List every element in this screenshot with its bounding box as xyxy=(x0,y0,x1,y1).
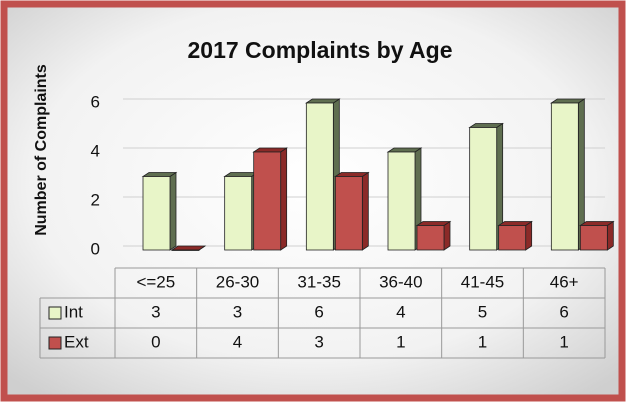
table-value: 6 xyxy=(314,302,323,321)
table-value: 3 xyxy=(233,302,242,321)
table-value: 5 xyxy=(478,302,487,321)
table-value: 4 xyxy=(396,302,405,321)
bar-top xyxy=(223,172,259,177)
bar-top xyxy=(468,123,504,128)
x-tick-label: 36-40 xyxy=(379,272,422,291)
bar xyxy=(224,176,253,251)
bar xyxy=(334,176,363,251)
table-value: 3 xyxy=(151,302,160,321)
bar xyxy=(416,225,445,251)
bar-top xyxy=(550,98,586,104)
bar xyxy=(469,127,498,251)
y-tick-label: 2 xyxy=(91,190,100,209)
bar-top xyxy=(252,147,288,153)
x-tick-label: 31-35 xyxy=(297,272,340,291)
bar xyxy=(579,225,608,251)
bar-side xyxy=(525,220,533,251)
bar xyxy=(550,102,579,251)
legend-swatch xyxy=(48,306,62,320)
bar-top xyxy=(305,98,341,104)
table-value: 3 xyxy=(314,332,323,351)
table-value: 1 xyxy=(559,332,568,351)
bar-top xyxy=(579,221,615,226)
chart-title: 2017 Complaints by Age xyxy=(187,37,452,63)
bar-top xyxy=(415,221,452,226)
bar-side xyxy=(361,171,369,251)
bar xyxy=(253,151,282,251)
table-value: 6 xyxy=(559,302,568,321)
y-tick-label: 0 xyxy=(91,239,100,258)
bar-top xyxy=(334,172,370,177)
y-tick-label: 4 xyxy=(91,141,100,160)
bar-side xyxy=(280,147,288,251)
bar-top xyxy=(141,172,178,177)
table-value: 1 xyxy=(396,332,405,351)
x-tick-label: 26-30 xyxy=(216,272,259,291)
bar-top xyxy=(386,147,423,153)
bar xyxy=(498,225,527,251)
y-axis-label: Number of Complaints xyxy=(33,64,50,236)
bar-side xyxy=(169,171,177,251)
table-value: 0 xyxy=(151,332,160,351)
bar-top xyxy=(170,245,207,251)
table-value: 1 xyxy=(478,332,487,351)
x-tick-label: 46+ xyxy=(550,272,579,291)
bar xyxy=(142,176,171,251)
y-tick-label: 6 xyxy=(91,92,100,111)
legend-label: Int xyxy=(64,302,83,321)
bar xyxy=(305,102,334,251)
legend-label: Ext xyxy=(64,332,89,351)
bar xyxy=(171,249,200,251)
x-tick-label: <=25 xyxy=(136,272,175,291)
legend-swatch xyxy=(48,336,62,350)
bar-top xyxy=(497,221,533,226)
bar xyxy=(387,151,416,251)
table-value: 4 xyxy=(233,332,242,351)
x-tick-label: 41-45 xyxy=(461,272,504,291)
bar-side xyxy=(443,220,451,251)
bar-side xyxy=(606,220,614,251)
